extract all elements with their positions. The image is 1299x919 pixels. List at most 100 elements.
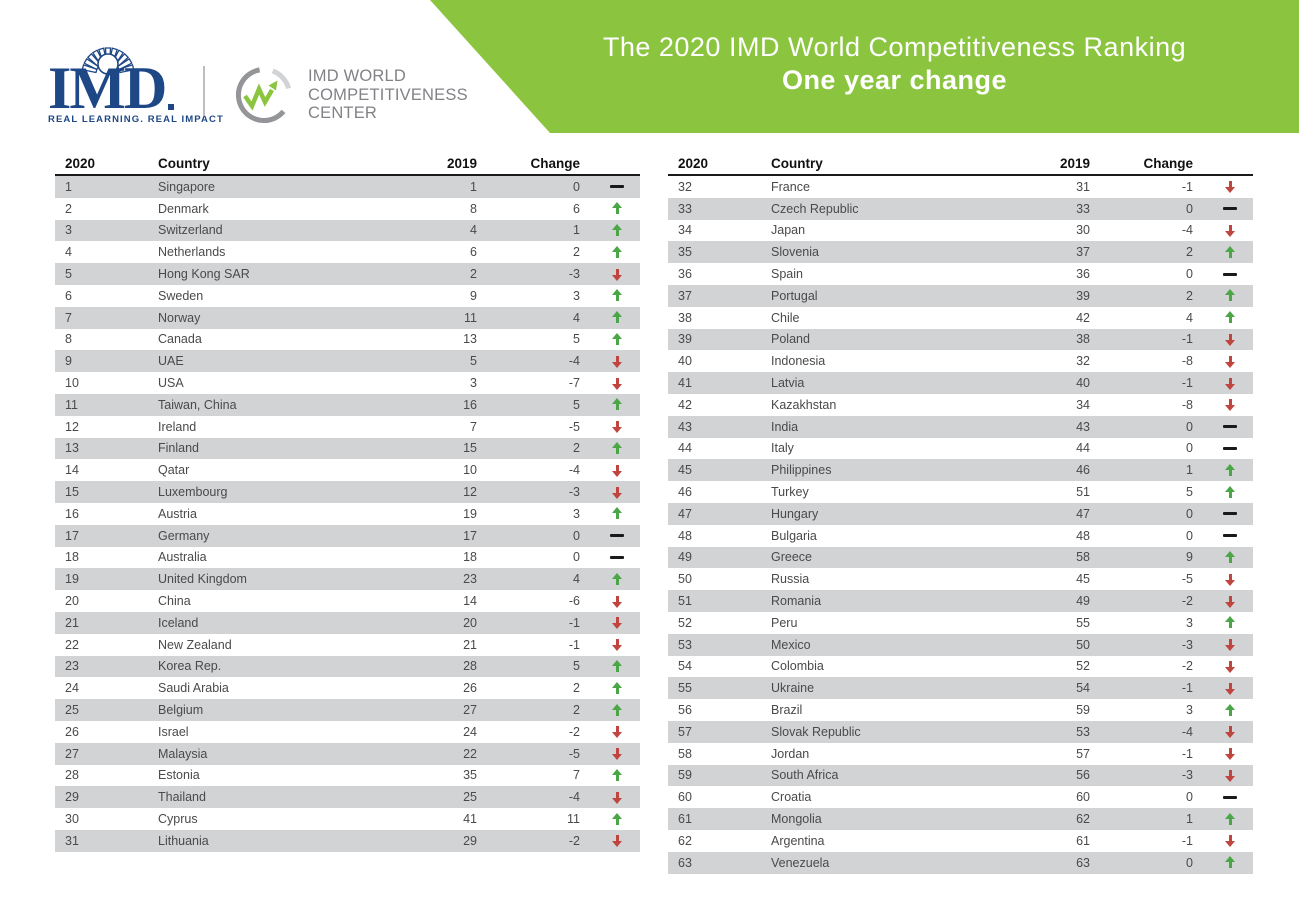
- rank-cell: 33: [678, 201, 692, 216]
- ranking-tables: 2020 Country 2019 Change 1 Singapore 1 0…: [0, 140, 1299, 874]
- rank-cell: 4: [65, 245, 72, 260]
- rank-2019-cell: 30: [1076, 223, 1090, 238]
- arrow-cell: [580, 377, 640, 390]
- table-row: 46 Turkey 51 5: [668, 481, 1253, 503]
- no-change-dash-icon: [1223, 529, 1237, 542]
- change-cell: 11: [567, 812, 580, 826]
- rank-2019-cell: 5: [470, 354, 477, 369]
- rank-cell: 56: [678, 703, 692, 718]
- rank-2019-cell: 39: [1076, 288, 1090, 303]
- rank-cell: 16: [65, 506, 79, 521]
- arrow-down-icon: [1224, 180, 1236, 194]
- country-cell: Iceland: [158, 615, 199, 630]
- arrow-up-icon: [1224, 856, 1236, 869]
- country-cell: Thailand: [158, 790, 206, 805]
- country-cell: Indonesia: [771, 354, 826, 369]
- arrow-cell: [580, 441, 640, 455]
- rank-2019-cell: 1: [470, 179, 477, 194]
- country-cell: Philippines: [771, 463, 832, 478]
- table-row: 19 United Kingdom 23 4: [55, 568, 640, 591]
- arrow-cell: [1193, 377, 1253, 390]
- table-row: 27 Malaysia 22 -5: [55, 742, 640, 765]
- rank-cell: 22: [65, 637, 79, 652]
- arrow-cell: [1193, 682, 1253, 695]
- table-row: 60 Croatia 60 0: [668, 786, 1253, 808]
- country-cell: USA: [158, 376, 184, 391]
- table-row: 13 Finland 15 2: [55, 437, 640, 460]
- country-cell: Poland: [771, 332, 810, 347]
- arrow-up-icon: [611, 812, 623, 826]
- imd-wordmark: IMD: [48, 55, 167, 121]
- table-row: 44 Italy 44 0: [668, 438, 1253, 460]
- rank-cell: 26: [65, 724, 79, 739]
- table-row: 25 Belgium 27 2: [55, 699, 640, 721]
- change-cell: -1: [1181, 681, 1193, 696]
- arrow-up-icon: [611, 703, 623, 717]
- wcc-logo-text: IMD WORLD COMPETITIVENESS CENTER: [308, 67, 468, 123]
- imd-sunburst-icon: [81, 47, 135, 75]
- country-cell: Sweden: [158, 288, 204, 303]
- rank-2019-cell: 49: [1076, 594, 1090, 609]
- table-row: 24 Saudi Arabia 26 2: [55, 677, 640, 699]
- change-cell: -2: [1181, 659, 1193, 674]
- rank-2019-cell: 25: [463, 790, 477, 805]
- no-change-dash-icon: [610, 529, 624, 542]
- rank-2019-cell: 48: [1076, 528, 1090, 543]
- country-cell: Switzerland: [158, 223, 223, 238]
- arrow-cell: [580, 202, 640, 215]
- change-cell: 5: [573, 659, 580, 674]
- rank-2019-cell: 59: [1076, 703, 1090, 718]
- country-cell: Hong Kong SAR: [158, 267, 250, 282]
- table-row: 51 Romania 49 -2: [668, 590, 1253, 612]
- no-change-dash-icon: [610, 551, 624, 564]
- table-row: 11 Taiwan, China 16 5: [55, 393, 640, 416]
- change-cell: 3: [573, 288, 580, 303]
- table-row: 20 China 14 -6: [55, 590, 640, 612]
- rank-cell: 1: [65, 179, 72, 194]
- arrow-cell: [580, 791, 640, 804]
- change-cell: 7: [573, 768, 580, 783]
- country-cell: Qatar: [158, 463, 190, 478]
- rank-cell: 58: [678, 746, 692, 761]
- arrow-down-icon: [1224, 377, 1236, 390]
- rank-cell: 59: [678, 768, 692, 783]
- rank-2019-cell: 23: [463, 572, 477, 587]
- change-cell: 4: [573, 310, 580, 325]
- arrow-cell: [1193, 268, 1253, 281]
- rank-2019-cell: 45: [1076, 572, 1090, 587]
- arrow-down-icon: [1224, 595, 1236, 608]
- arrow-up-icon: [611, 572, 623, 586]
- arrow-cell: [580, 725, 640, 739]
- change-cell: -4: [568, 790, 580, 805]
- change-cell: 0: [1186, 506, 1193, 521]
- arrow-cell: [1193, 180, 1253, 194]
- rank-cell: 55: [678, 681, 692, 696]
- arrow-down-icon: [611, 377, 623, 390]
- country-cell: Slovenia: [771, 245, 819, 260]
- table-row: 31 Lithuania 29 -2: [55, 829, 640, 852]
- change-cell: 0: [1186, 855, 1193, 870]
- rank-2019-cell: 43: [1076, 419, 1090, 434]
- table-row: 45 Philippines 46 1: [668, 459, 1253, 482]
- change-cell: 2: [573, 245, 580, 260]
- arrow-cell: [1193, 550, 1253, 564]
- country-cell: Argentina: [771, 833, 825, 848]
- rank-cell: 20: [65, 594, 79, 609]
- change-cell: -1: [1181, 179, 1193, 194]
- arrow-down-icon: [1224, 224, 1236, 237]
- rank-cell: 7: [65, 310, 72, 325]
- rank-2019-cell: 34: [1076, 397, 1090, 412]
- arrow-cell: [1193, 616, 1253, 629]
- country-cell: Portugal: [771, 288, 818, 303]
- arrow-cell: [1193, 463, 1253, 477]
- imd-trademark-dot-icon: [168, 104, 175, 110]
- country-cell: Japan: [771, 223, 806, 238]
- change-cell: 2: [573, 681, 580, 696]
- change-cell: -4: [1181, 724, 1193, 739]
- col-header-2020: 2020: [678, 156, 709, 171]
- table-row: 61 Mongolia 62 1: [668, 808, 1253, 830]
- change-cell: -2: [568, 833, 580, 848]
- rank-cell: 61: [678, 812, 692, 826]
- header: IMD REAL LEARNING. REAL IMPACT IMD WORLD…: [0, 0, 1299, 140]
